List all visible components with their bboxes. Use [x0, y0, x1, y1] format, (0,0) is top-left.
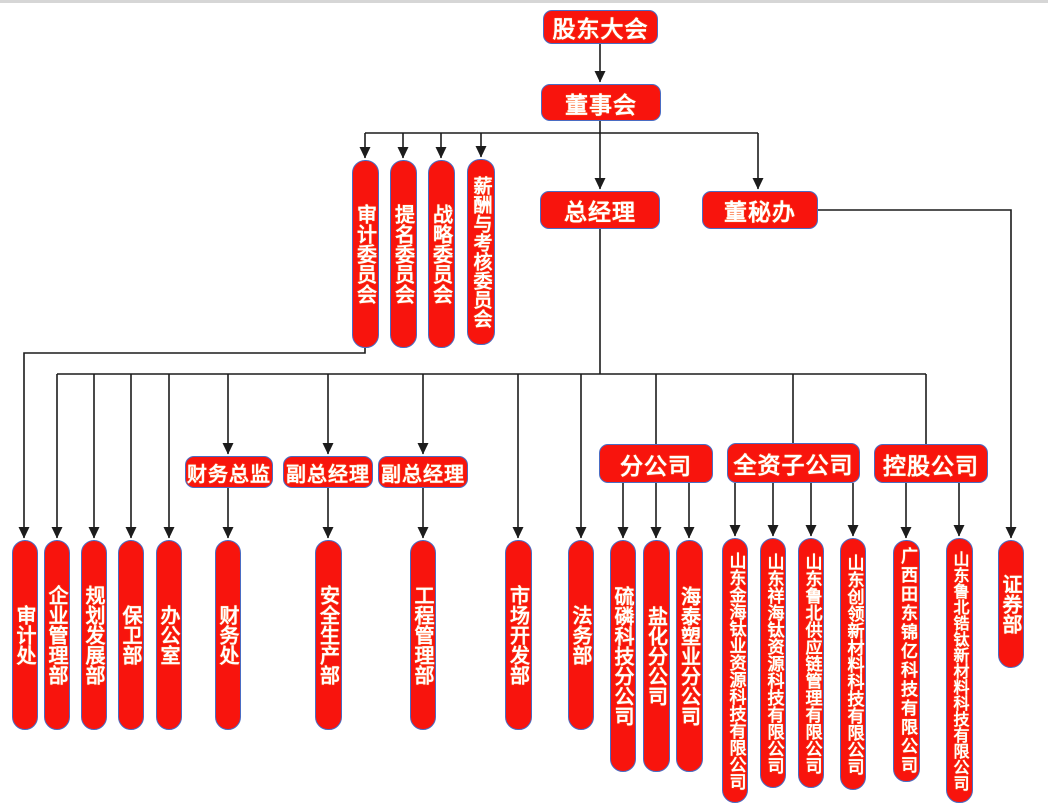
- org-node-deputy-general-manager-1: 副总经理: [283, 456, 373, 488]
- org-node-label: 审计处: [13, 605, 37, 665]
- org-node-label: 广西田东锦亿科技有限公司: [897, 547, 917, 775]
- org-node-label: 董秘办: [724, 200, 796, 226]
- org-node-guangxi-tiandong-jinyi-company: 广西田东锦亿科技有限公司: [893, 540, 920, 782]
- org-node-finance-office: 财务处: [215, 540, 241, 730]
- connector-line: [18, 348, 366, 539]
- top-toolbar-strip: [0, 0, 1048, 3]
- org-node-salt-chemical-branch: 盐化分公司: [643, 540, 670, 772]
- org-node-lubei-zirconium-titanium-company: 山东鲁北锆钛新材料科技有限公司: [946, 538, 973, 803]
- org-node-jinhai-titanium-company: 山东金海钛业资源科技有限公司: [722, 538, 748, 803]
- org-node-label: 山东创领新材料科技有限公司: [843, 553, 864, 775]
- org-node-label: 海泰塑业分公司: [677, 586, 702, 726]
- org-node-sulfur-phosphorus-tech-branch: 硫磷科技分公司: [610, 540, 636, 772]
- org-node-label: 薪酬与考核委员会: [470, 176, 493, 328]
- org-node-label: 提名委员会: [391, 204, 416, 304]
- org-node-cfo: 财务总监: [185, 456, 273, 488]
- org-node-label: 规划发展部: [82, 585, 106, 685]
- org-node-label: 分公司: [620, 453, 692, 480]
- org-node-strategy-committee: 战略委员会: [428, 160, 455, 348]
- org-node-wholly-owned-subsidiaries: 全资子公司: [727, 443, 860, 483]
- org-node-label: 山东金海钛业资源科技有限公司: [725, 551, 746, 790]
- org-node-nomination-committee: 提名委员会: [390, 160, 417, 348]
- org-node-shareholders-meeting: 股东大会: [543, 10, 658, 44]
- org-node-general-office: 办公室: [156, 540, 182, 730]
- org-node-compensation-assessment-committee: 薪酬与考核委员会: [467, 159, 495, 345]
- org-node-label: 硫磷科技分公司: [611, 586, 635, 726]
- org-node-label: 山东鲁北锆钛新材料科技有限公司: [950, 550, 970, 791]
- org-node-label: 证券部: [999, 574, 1023, 634]
- org-node-deputy-general-manager-2: 副总经理: [378, 456, 468, 488]
- org-node-planning-development-dept: 规划发展部: [81, 540, 107, 730]
- org-node-label: 市场开发部: [506, 585, 531, 685]
- org-node-label: 总经理: [564, 200, 636, 226]
- org-node-label: 财务处: [216, 605, 240, 665]
- connector-line: [818, 209, 1017, 539]
- org-node-label: 山东鲁北供应链管理有限公司: [801, 552, 822, 774]
- org-node-safety-production-dept: 安全生产部: [315, 540, 342, 730]
- org-node-board-of-directors: 董事会: [541, 84, 661, 121]
- org-node-label: 审计委员会: [353, 204, 378, 304]
- org-node-label: 战略委员会: [429, 204, 454, 304]
- org-node-engineering-management-dept: 工程管理部: [410, 540, 436, 730]
- org-node-chuangling-new-materials-company: 山东创领新材料科技有限公司: [840, 538, 866, 790]
- org-node-label: 安全生产部: [316, 585, 341, 685]
- org-node-xianghai-titanium-company: 山东祥海钛资源科技有限公司: [760, 538, 786, 788]
- org-node-market-development-dept: 市场开发部: [505, 540, 532, 730]
- org-node-label: 办公室: [157, 605, 181, 665]
- org-node-label: 控股公司: [883, 453, 979, 480]
- org-node-audit-office: 审计处: [12, 540, 38, 730]
- org-node-securities-dept: 证券部: [998, 540, 1024, 668]
- org-node-label: 保卫部: [119, 605, 143, 665]
- org-node-label: 全资子公司: [733, 453, 854, 479]
- org-node-legal-affairs-dept: 法务部: [568, 540, 594, 730]
- org-node-label: 山东祥海钛资源科技有限公司: [763, 552, 784, 774]
- org-node-label: 财务总监: [187, 461, 271, 486]
- org-node-enterprise-management-dept: 企业管理部: [44, 540, 70, 730]
- org-node-label: 股东大会: [552, 17, 649, 43]
- org-node-label: 董事会: [565, 92, 637, 119]
- org-node-general-manager: 总经理: [540, 191, 660, 229]
- org-node-label: 副总经理: [286, 461, 370, 486]
- org-node-label: 企业管理部: [45, 585, 69, 685]
- org-node-label: 法务部: [569, 605, 593, 665]
- org-node-security-dept: 保卫部: [118, 540, 144, 730]
- org-node-label: 工程管理部: [411, 585, 435, 685]
- org-node-label: 盐化分公司: [644, 606, 669, 706]
- org-node-label: 副总经理: [381, 461, 465, 486]
- org-node-lubei-supply-chain-company: 山东鲁北供应链管理有限公司: [798, 538, 824, 788]
- org-node-haitai-plastics-branch: 海泰塑业分公司: [676, 540, 703, 772]
- org-node-board-secretary-office: 董秘办: [702, 191, 818, 229]
- org-node-branch-companies: 分公司: [599, 444, 713, 483]
- org-node-audit-committee: 审计委员会: [352, 160, 379, 348]
- org-node-holding-companies: 控股公司: [874, 444, 988, 483]
